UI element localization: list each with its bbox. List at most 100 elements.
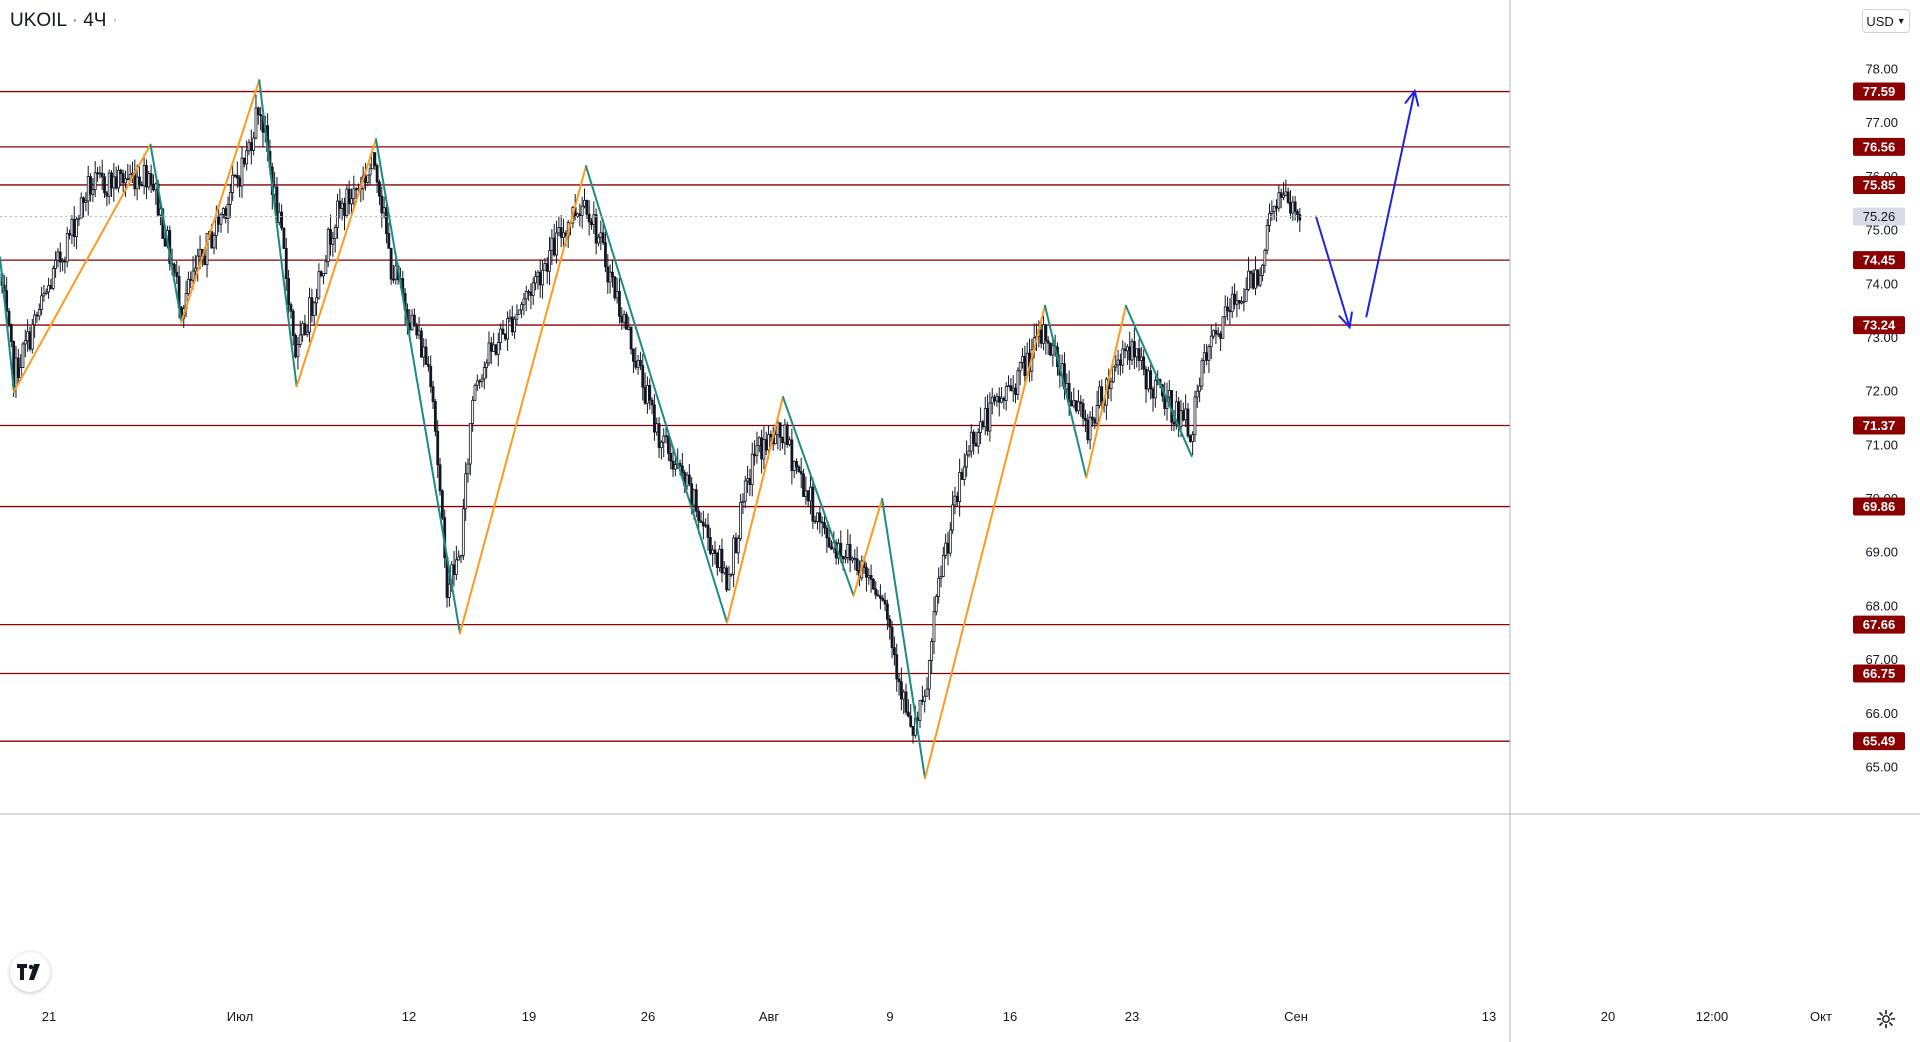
candle — [888, 614, 892, 640]
candle — [19, 354, 23, 379]
candle — [625, 311, 628, 330]
candle — [91, 177, 95, 202]
zigzag-segment — [782, 396, 855, 597]
candle — [1291, 196, 1295, 222]
candle — [424, 338, 428, 366]
candle — [9, 323, 13, 348]
candle — [56, 248, 60, 268]
candle — [718, 545, 722, 572]
candle — [473, 383, 477, 401]
candle — [722, 561, 726, 575]
candle — [517, 309, 521, 315]
zigzag-segment — [1085, 304, 1127, 479]
interval-label[interactable]: 4Ч — [83, 10, 107, 31]
candle — [1009, 377, 1013, 392]
candle — [764, 431, 768, 456]
y-tick-label: 65.00 — [1865, 759, 1898, 774]
candle — [969, 424, 973, 458]
candle — [576, 212, 579, 219]
price-level-badge — [1853, 175, 1905, 194]
candle — [1114, 355, 1118, 372]
candle — [212, 232, 216, 255]
candle — [508, 309, 512, 323]
candle — [431, 380, 435, 410]
candle — [1135, 348, 1139, 368]
candle — [1286, 187, 1290, 205]
candle — [124, 170, 127, 197]
candle — [636, 354, 640, 375]
candle — [1195, 384, 1199, 408]
candle — [1228, 298, 1232, 325]
price-level-badge — [1853, 732, 1905, 751]
candle — [1284, 179, 1288, 197]
candle — [886, 599, 889, 630]
candle — [343, 197, 346, 231]
y-tick-label: 69.00 — [1865, 545, 1898, 560]
candle — [867, 568, 871, 585]
forecast-arrow — [1315, 88, 1420, 330]
candle — [620, 307, 624, 330]
candle — [1142, 349, 1146, 376]
candle — [1198, 377, 1202, 403]
gear-icon[interactable] — [1872, 1005, 1900, 1033]
candle — [1200, 357, 1204, 391]
candle — [1149, 360, 1153, 400]
candle — [189, 271, 193, 289]
candle — [613, 275, 617, 301]
currency-button[interactable]: USD ▼ — [1862, 9, 1910, 33]
candle — [1212, 329, 1215, 339]
candle — [492, 332, 496, 352]
candle — [419, 327, 423, 359]
candle — [687, 464, 691, 487]
candle — [282, 227, 286, 250]
candle — [855, 546, 859, 576]
candle — [587, 200, 591, 236]
candle — [1123, 342, 1127, 359]
candle — [1202, 343, 1206, 374]
candle — [1184, 394, 1188, 428]
candle — [1223, 295, 1227, 325]
candle — [604, 231, 607, 273]
candle — [1011, 375, 1015, 403]
candle — [336, 193, 339, 239]
candle — [846, 529, 850, 564]
candle — [7, 307, 11, 328]
candle — [238, 175, 242, 198]
candle — [58, 242, 62, 273]
zigzag-segment — [1124, 304, 1193, 458]
candle — [487, 331, 491, 367]
symbol-name[interactable]: UKOIL — [10, 10, 67, 31]
candle — [93, 161, 97, 198]
candle — [806, 490, 810, 508]
candle — [37, 303, 41, 321]
candle — [788, 436, 791, 447]
candle — [308, 287, 311, 343]
candle — [459, 554, 463, 564]
candle — [82, 196, 85, 218]
candle — [699, 512, 703, 523]
candle — [1014, 383, 1017, 404]
candle — [865, 562, 868, 592]
candle — [876, 589, 880, 597]
candle — [233, 173, 237, 178]
candle — [30, 318, 34, 354]
candle — [708, 527, 712, 556]
candle — [650, 397, 654, 415]
candle — [820, 516, 824, 537]
candle — [748, 468, 752, 496]
candle — [879, 584, 882, 610]
candle — [597, 234, 600, 247]
candle — [438, 457, 442, 496]
candle — [413, 308, 416, 327]
candle — [121, 169, 125, 193]
candle — [513, 316, 516, 339]
candle — [983, 396, 987, 435]
candle — [110, 170, 113, 198]
candle — [86, 165, 90, 216]
candle — [639, 351, 642, 371]
candle — [755, 431, 759, 464]
tradingview-logo-icon[interactable] — [10, 952, 50, 992]
candle — [1270, 200, 1274, 221]
